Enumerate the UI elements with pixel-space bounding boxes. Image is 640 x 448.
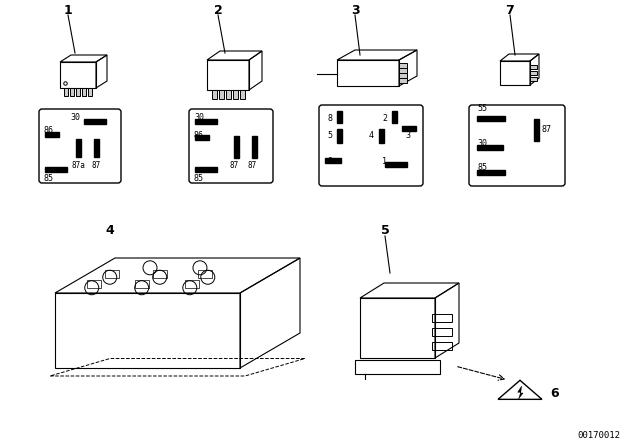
Text: 85: 85 [194,174,204,183]
Bar [399,63,407,68]
Bar [500,61,530,85]
Text: 7: 7 [506,4,515,17]
Text: 87a: 87a [72,161,86,170]
Bar [337,60,399,86]
Bar [379,129,384,143]
Bar [198,270,212,278]
Bar [211,90,216,99]
Bar [432,328,452,336]
Bar [195,167,217,172]
Text: 86: 86 [44,125,54,134]
Bar [87,280,101,288]
Text: 30: 30 [70,112,80,121]
Bar [55,293,240,368]
Text: 86: 86 [194,130,204,139]
Bar [360,298,435,358]
Bar [64,88,68,96]
Bar [399,68,407,73]
Text: 1: 1 [382,157,387,166]
Text: 6: 6 [550,387,559,400]
Bar [195,119,217,124]
Text: 55: 55 [477,104,487,113]
Bar [232,90,237,99]
Text: 00170012: 00170012 [577,431,620,440]
Text: 87: 87 [91,161,100,170]
Bar [70,88,74,96]
Text: 8: 8 [328,114,333,123]
Bar [135,280,149,288]
Bar [45,132,59,137]
Text: 3: 3 [351,4,359,17]
Bar [225,90,230,99]
Bar [477,170,505,175]
Bar [399,73,407,78]
Bar [530,71,537,75]
Text: 4: 4 [369,130,374,139]
Bar [185,280,199,288]
Bar [385,162,407,167]
Bar [534,119,539,141]
Bar [337,129,342,143]
Text: 3: 3 [405,130,410,139]
Text: 4: 4 [106,224,115,237]
Bar [88,88,92,96]
Text: 87: 87 [230,161,239,170]
Text: 1: 1 [63,4,72,17]
Bar [432,314,452,322]
Bar [355,360,440,374]
Text: 2: 2 [382,114,387,123]
Bar [218,90,223,99]
Bar [45,167,67,172]
Text: 87: 87 [542,125,552,134]
Text: 87: 87 [248,161,257,170]
Bar [105,270,119,278]
Bar [530,65,537,69]
Text: 30: 30 [477,138,487,147]
Bar [82,88,86,96]
Text: 85: 85 [44,174,54,183]
Bar [477,116,505,121]
Bar [399,78,407,83]
Bar [477,145,503,150]
Bar [60,62,96,88]
Bar [94,139,99,157]
Text: 5: 5 [327,130,332,139]
Bar [84,119,106,124]
Bar [76,139,81,157]
Bar [207,60,249,90]
Bar [402,126,416,131]
Text: 85: 85 [477,163,487,172]
Bar [76,88,80,96]
Text: 5: 5 [381,224,389,237]
Bar [432,342,452,350]
Text: 30: 30 [194,112,204,121]
Text: 9: 9 [327,157,332,166]
Bar [234,136,239,158]
Bar [195,135,209,140]
Text: 2: 2 [214,4,222,17]
Bar [239,90,244,99]
Bar [252,136,257,158]
Bar [154,270,167,278]
Bar [325,158,341,163]
Bar [337,111,342,123]
Polygon shape [518,386,523,399]
Bar [392,111,397,123]
Bar [530,77,537,81]
